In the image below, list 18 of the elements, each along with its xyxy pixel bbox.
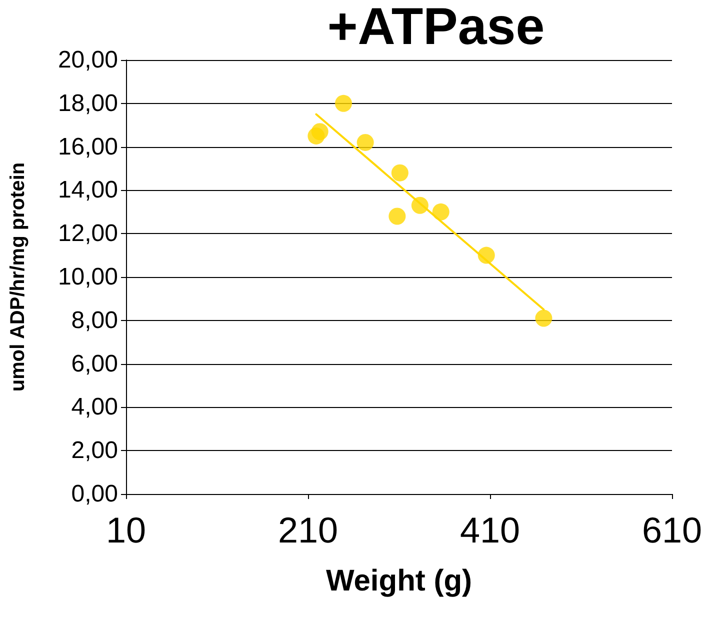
y-tick-label: 2,00 bbox=[71, 437, 118, 464]
x-tick-label: 210 bbox=[278, 510, 338, 550]
x-tick-label: 610 bbox=[642, 510, 702, 550]
y-tick-label: 20,00 bbox=[58, 46, 118, 74]
y-tick-label: 16,00 bbox=[58, 133, 118, 160]
y-axis-title: umol ADP/hr/mg protein bbox=[7, 162, 29, 392]
y-tick-label: 0,00 bbox=[71, 480, 118, 508]
y-tick-label: 4,00 bbox=[71, 394, 118, 421]
y-tick-label: 14,00 bbox=[58, 176, 118, 204]
x-tick-label: 410 bbox=[460, 510, 520, 550]
x-axis-title: Weight (g) bbox=[326, 564, 472, 598]
y-tick-label: 12,00 bbox=[58, 220, 118, 248]
y-tick-label: 10,00 bbox=[58, 264, 118, 290]
y-tick-label: 18,00 bbox=[58, 90, 118, 117]
x-tick-label: 10 bbox=[106, 510, 146, 550]
chart-title: +ATPase bbox=[327, 0, 545, 56]
y-tick-label: 8,00 bbox=[71, 306, 118, 334]
y-tick-label: 6,00 bbox=[71, 350, 118, 378]
